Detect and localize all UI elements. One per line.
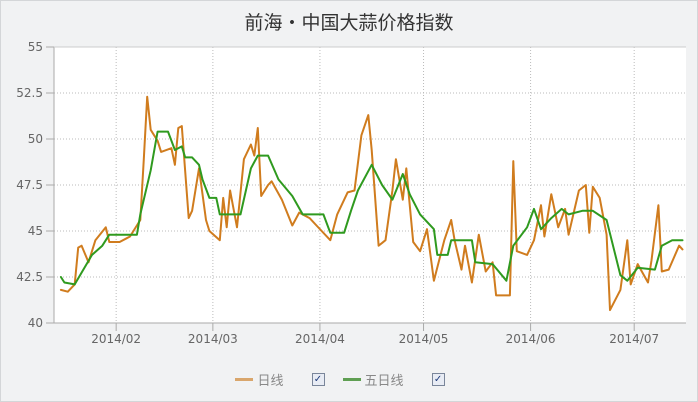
y-tick-label: 45: [28, 224, 43, 238]
5day-series-checkbox[interactable]: ✓: [431, 373, 445, 386]
y-tick-label: 52.5: [16, 86, 43, 100]
x-tick-label: 2014/04: [295, 332, 345, 346]
daily-series-checkbox[interactable]: ✓: [311, 373, 325, 386]
x-tick-label: 2014/02: [91, 332, 141, 346]
y-tick-label: 55: [28, 40, 43, 54]
x-tick-label: 2014/05: [399, 332, 449, 346]
legend: 日线 ✓ 五日线 ✓: [0, 370, 698, 389]
y-tick-label: 50: [28, 132, 43, 146]
legend-label-5day: 五日线: [364, 374, 404, 389]
chart-title: 前海・中国大蒜价格指数: [244, 12, 454, 34]
daily-line-series: [59, 95, 684, 312]
legend-swatch-daily: [235, 378, 254, 381]
legend-label-daily: 日线: [257, 374, 284, 389]
y-tick-label: 40: [28, 316, 43, 330]
x-tick-label: 2014/03: [188, 332, 238, 346]
5day-line-series: [59, 130, 684, 286]
x-tick-label: 2014/06: [506, 332, 556, 346]
legend-swatch-5day: [342, 378, 361, 381]
y-tick-label: 42.5: [16, 270, 43, 284]
x-tick-label: 2014/07: [609, 332, 659, 346]
y-tick-label: 47.5: [16, 178, 43, 192]
